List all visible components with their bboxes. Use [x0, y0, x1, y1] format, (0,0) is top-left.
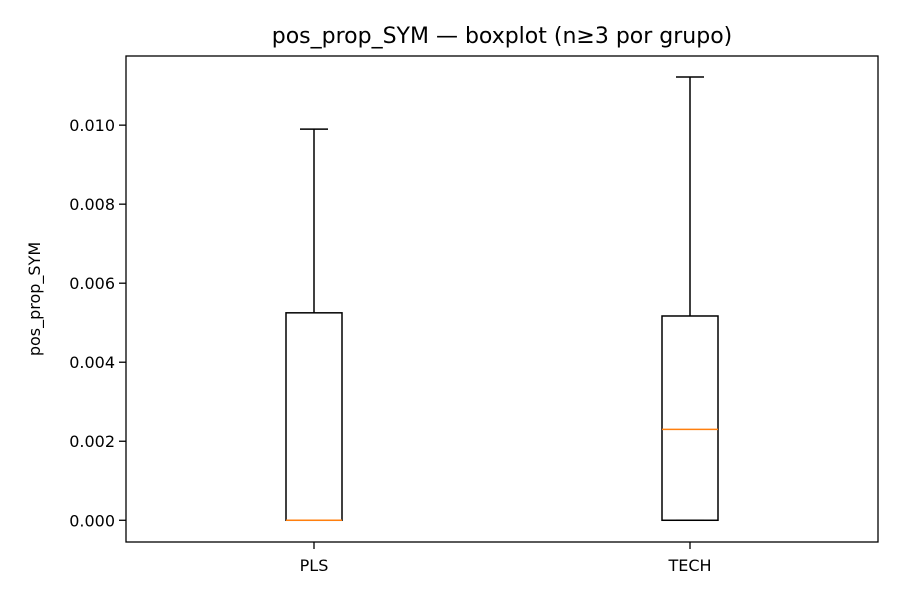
chart-title: pos_prop_SYM — boxplot (n≥3 por grupo)	[272, 24, 733, 49]
x-tick-label: TECH	[667, 556, 711, 575]
y-tick-label: 0.004	[69, 353, 115, 372]
y-tick-label: 0.000	[69, 511, 115, 530]
iqr-box	[661, 315, 719, 522]
iqr-box	[285, 312, 343, 522]
y-tick-label: 0.008	[69, 195, 115, 214]
x-tick-label: PLS	[300, 556, 329, 575]
plot-area: 0.000 0.002 0.004 0.006 0.008 0.010 PLS TECH	[69, 76, 719, 575]
y-tick-label: 0.010	[69, 116, 115, 135]
y-tick-label: 0.006	[69, 274, 115, 293]
y-tick-label: 0.002	[69, 432, 115, 451]
y-axis-label: pos_prop_SYM	[25, 242, 45, 356]
axes-frame	[125, 55, 879, 543]
